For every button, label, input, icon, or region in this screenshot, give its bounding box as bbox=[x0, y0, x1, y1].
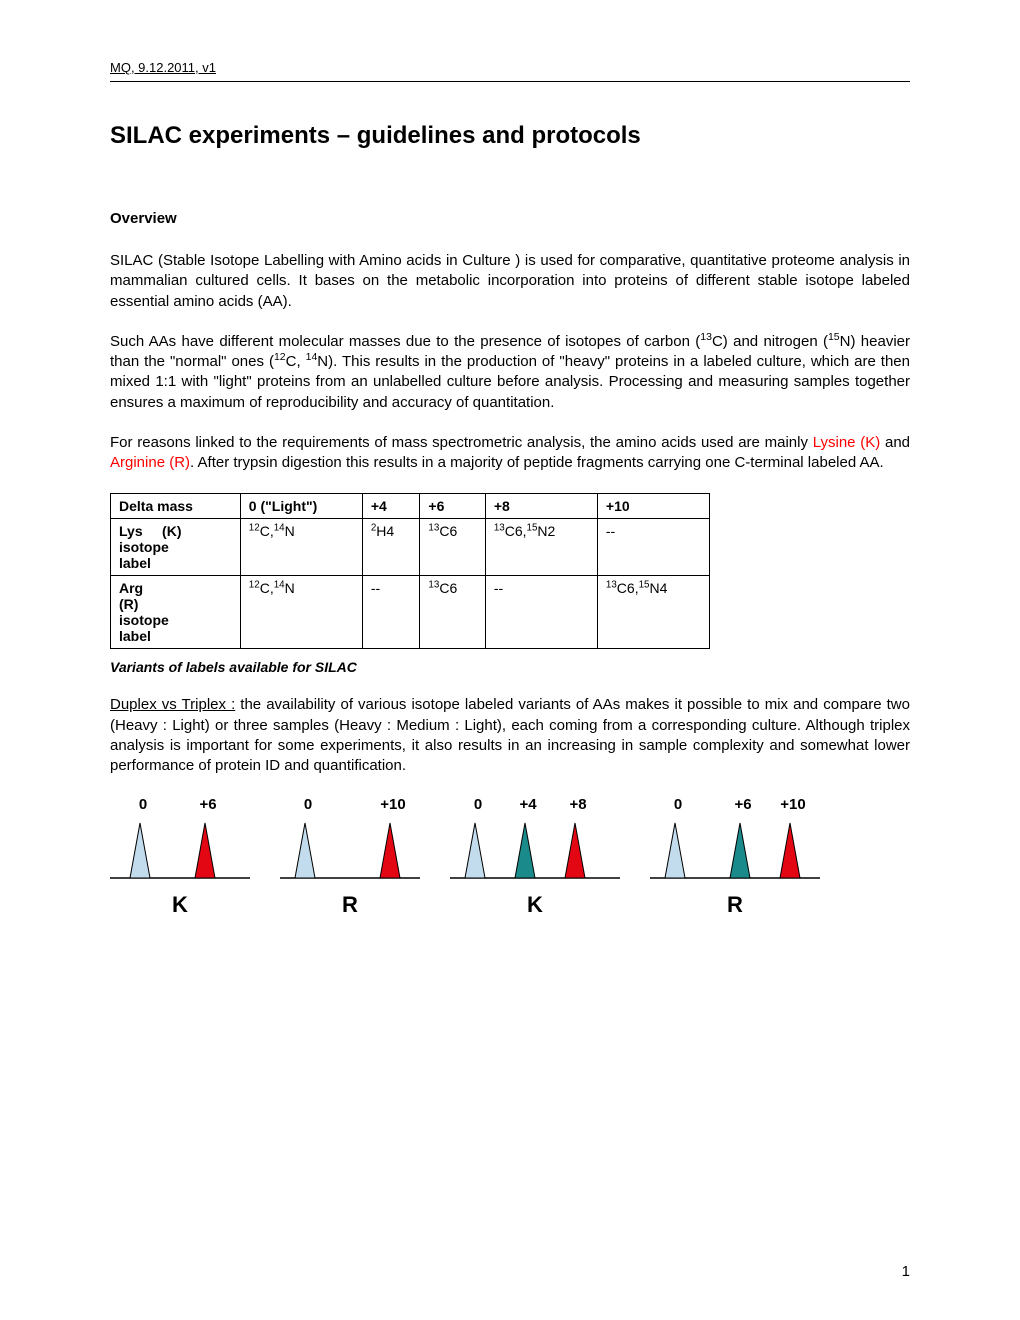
peak-light bbox=[295, 823, 315, 878]
chart-letter: K bbox=[110, 892, 250, 918]
chart-mass-label: +6 bbox=[728, 796, 758, 813]
chart-letter: K bbox=[450, 892, 620, 918]
arginine-label: Arginine (R) bbox=[110, 454, 190, 471]
lysine-label: Lysine (K) bbox=[813, 434, 881, 451]
table-row-label: Lys (K)isotopelabel bbox=[111, 519, 241, 576]
sup-14n: 14 bbox=[306, 351, 318, 363]
table-cell: 13C6,15N2 bbox=[485, 519, 597, 576]
table-row: Arg(R)isotopelabel12C,14N--13C6--13C6,15… bbox=[111, 576, 710, 649]
chart-svg bbox=[280, 818, 420, 883]
chart-mass-label: +8 bbox=[563, 796, 593, 813]
table-caption: Variants of labels available for SILAC bbox=[110, 659, 910, 675]
chart-mass-label: +4 bbox=[513, 796, 543, 813]
chart-panel: 0 +10 R bbox=[280, 796, 420, 918]
header-rule bbox=[110, 81, 910, 82]
table-header-cell: +4 bbox=[362, 494, 420, 519]
peak-heavy bbox=[380, 823, 400, 878]
chart-svg bbox=[110, 818, 250, 883]
sup-13c: 13 bbox=[700, 331, 712, 343]
chart-mass-label: 0 bbox=[293, 796, 323, 813]
page-header-meta: MQ, 9.12.2011, v1 bbox=[110, 60, 910, 75]
overview-heading: Overview bbox=[110, 210, 910, 227]
chart-mass-labels: 0 +6 bbox=[110, 796, 250, 814]
table-header-cell: +6 bbox=[420, 494, 485, 519]
table-header-cell: 0 ("Light") bbox=[240, 494, 362, 519]
page-number: 1 bbox=[902, 1263, 910, 1280]
table-cell: 13C6 bbox=[420, 519, 485, 576]
peak-heavy bbox=[195, 823, 215, 878]
duplex-paragraph: Duplex vs Triplex : the availability of … bbox=[110, 695, 910, 776]
table-cell: 12C,14N bbox=[240, 519, 362, 576]
chart-mass-label: 0 bbox=[463, 796, 493, 813]
chart-mass-label: +10 bbox=[378, 796, 408, 813]
chart-panel: 0 +6 K bbox=[110, 796, 250, 918]
peak-light bbox=[465, 823, 485, 878]
duplex-label: Duplex vs Triplex : bbox=[110, 696, 235, 713]
peak-light bbox=[130, 823, 150, 878]
chart-mass-label: +10 bbox=[778, 796, 808, 813]
chart-mass-label: 0 bbox=[663, 796, 693, 813]
sup-12c: 12 bbox=[274, 351, 286, 363]
table-header-cell: +8 bbox=[485, 494, 597, 519]
peak-heavy bbox=[780, 823, 800, 878]
table-cell: 2H4 bbox=[362, 519, 420, 576]
table-cell: 12C,14N bbox=[240, 576, 362, 649]
chart-mass-label: 0 bbox=[128, 796, 158, 813]
paragraph-2: Such AAs have different molecular masses… bbox=[110, 332, 910, 413]
table-row: Lys (K)isotopelabel12C,14N2H413C613C6,15… bbox=[111, 519, 710, 576]
table-cell: -- bbox=[362, 576, 420, 649]
peak-light bbox=[665, 823, 685, 878]
chart-letter: R bbox=[650, 892, 820, 918]
chart-mass-labels: 0 +4 +8 bbox=[450, 796, 620, 814]
chart-mass-label: +6 bbox=[193, 796, 223, 813]
document-page: MQ, 9.12.2011, v1 SILAC experiments – gu… bbox=[0, 0, 1020, 1320]
paragraph-1: SILAC (Stable Isotope Labelling with Ami… bbox=[110, 251, 910, 312]
table-cell: 13C6 bbox=[420, 576, 485, 649]
paragraph-3: For reasons linked to the requirements o… bbox=[110, 433, 910, 474]
para2-text: Such AAs have different molecular masses… bbox=[110, 333, 700, 350]
table-header-cell: Delta mass bbox=[111, 494, 241, 519]
sup-15n: 15 bbox=[828, 331, 840, 343]
chart-mass-labels: 0 +6 +10 bbox=[650, 796, 820, 814]
table-cell: 13C6,15N4 bbox=[597, 576, 709, 649]
chart-svg bbox=[650, 818, 820, 883]
chart-panel: 0 +6 +10 R bbox=[650, 796, 820, 918]
chart-svg bbox=[450, 818, 620, 883]
table-cell: -- bbox=[485, 576, 597, 649]
table-cell: -- bbox=[597, 519, 709, 576]
peak-medium bbox=[730, 823, 750, 878]
table-row-label: Arg(R)isotopelabel bbox=[111, 576, 241, 649]
isotope-table: Delta mass0 ("Light")+4+6+8+10 Lys (K)is… bbox=[110, 493, 710, 649]
peak-heavy bbox=[565, 823, 585, 878]
chart-letter: R bbox=[280, 892, 420, 918]
peak-charts: 0 +6 K 0 +10 R 0 +4 +8 K 0 +6 +10 R bbox=[110, 796, 910, 918]
table-header-cell: +10 bbox=[597, 494, 709, 519]
chart-mass-labels: 0 +10 bbox=[280, 796, 420, 814]
document-title: SILAC experiments – guidelines and proto… bbox=[110, 122, 910, 150]
chart-panel: 0 +4 +8 K bbox=[450, 796, 620, 918]
peak-medium bbox=[515, 823, 535, 878]
table-header-row: Delta mass0 ("Light")+4+6+8+10 bbox=[111, 494, 710, 519]
